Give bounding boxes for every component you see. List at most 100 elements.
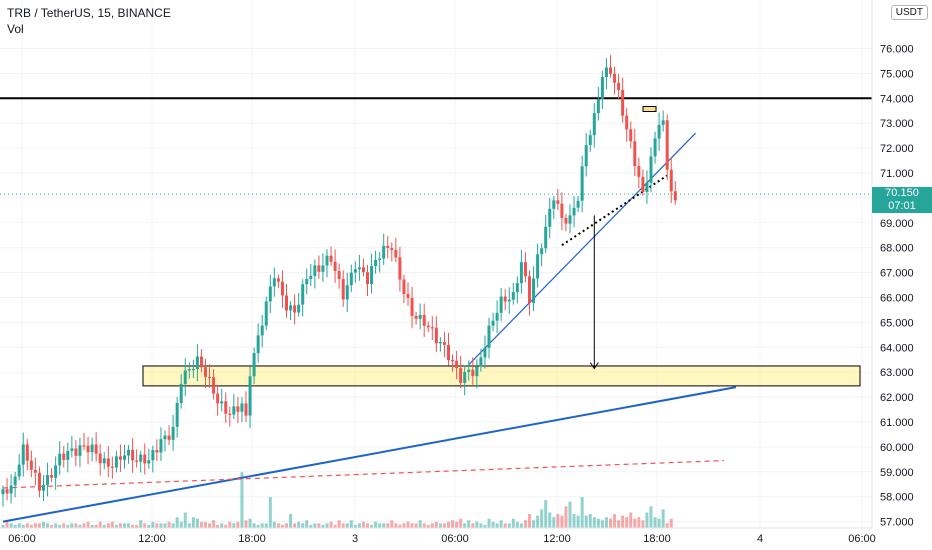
candle-body (325, 255, 329, 266)
price-tick-label: 58.000 (880, 492, 914, 504)
volume-bar (285, 523, 288, 528)
candle-body (301, 284, 305, 305)
volume-bar (13, 524, 17, 528)
volume-bar (46, 523, 50, 528)
candle-body (536, 254, 540, 279)
volume-bar (163, 523, 167, 528)
candle-body (378, 258, 382, 260)
volume-bar (167, 521, 171, 528)
candle-body (102, 458, 106, 464)
volume-bar (552, 517, 556, 528)
volume-bar (293, 523, 297, 528)
candle-body (467, 369, 471, 372)
candle-body (1, 489, 5, 495)
time-axis[interactable]: 06:00 12:00 18:00 3 06:00 12:00 18:00 4 06:00 (0, 527, 932, 550)
time-tick-label: 3 (352, 533, 358, 545)
price-axis[interactable]: 57.000 58.000 59.000 60.000 61.000 62.000 63.0… (871, 0, 932, 550)
price-tick-label: 68.000 (880, 243, 914, 255)
volume-bar (621, 515, 625, 528)
price-tick-label: 62.000 (880, 392, 914, 404)
candle-body (430, 327, 434, 329)
candle-body (58, 453, 62, 466)
candle-body (135, 460, 139, 462)
candle-body (568, 215, 572, 224)
time-tick-label: 12:00 (138, 533, 166, 545)
volume-bar (268, 497, 272, 528)
price-tick-label: 60.000 (880, 442, 914, 454)
volume-bar (406, 521, 410, 528)
candle-body (236, 406, 240, 412)
volume-bar (426, 524, 430, 528)
candle-body (374, 259, 378, 267)
volume-bar (29, 524, 33, 528)
candle-body (309, 275, 313, 279)
price-tick-label: 66.000 (880, 293, 914, 305)
candle-body (317, 265, 321, 272)
volume-bar (483, 524, 487, 528)
volume-bar (471, 523, 475, 528)
volume-bars (1, 472, 673, 528)
volume-bar (135, 524, 139, 528)
volume-bar (361, 521, 365, 528)
candle-body (25, 444, 29, 461)
last-price-tag: 70.150 07:01 (872, 187, 932, 213)
volume-bar (127, 523, 131, 528)
volume-indicator-label: Vol (7, 22, 24, 36)
volume-bar (374, 521, 378, 528)
volume-bar (511, 518, 515, 528)
candle-body (649, 156, 653, 183)
candle-body (495, 312, 499, 321)
volume-bar (637, 517, 641, 528)
candle-body (434, 327, 438, 344)
symbol-title: TRB / TetherUS, 15, BINANCE (7, 6, 171, 20)
candle-body (483, 347, 487, 358)
volume-bar (248, 518, 252, 528)
candle-body (341, 279, 345, 300)
currency-button[interactable]: USDT (890, 5, 928, 20)
candle-body (212, 377, 216, 394)
volume-bar (576, 515, 580, 528)
volume-bar (187, 523, 191, 528)
volume-bar (366, 523, 369, 528)
volume-bar (548, 512, 552, 528)
candle-body (503, 296, 507, 302)
candle-body (621, 89, 625, 116)
price-tick-label: 75.000 (880, 68, 914, 80)
price-tick-label: 61.000 (880, 417, 914, 429)
volume-bar (313, 523, 317, 528)
candle-body (228, 413, 232, 415)
volume-bar (62, 523, 66, 528)
time-tick-label: 06:00 (8, 533, 36, 545)
drawing-lines[interactable] (0, 97, 872, 523)
volume-bar (394, 523, 398, 528)
volume-bar (86, 521, 90, 528)
candle-body (37, 472, 41, 491)
volume-bar (301, 523, 305, 528)
candle-body (127, 449, 131, 456)
candle-body (276, 278, 280, 282)
candles (1, 55, 677, 507)
price-tick-label: 69.000 (880, 218, 914, 230)
trend-line (561, 174, 668, 247)
candle-body (641, 176, 645, 192)
volume-bar (297, 521, 301, 528)
volume-bar (260, 523, 264, 528)
time-tick-label: 18:00 (238, 533, 266, 545)
candle-body (637, 166, 641, 177)
volume-bar (544, 500, 548, 528)
price-tick-label: 73.000 (880, 118, 914, 130)
volume-bar (345, 523, 349, 528)
volume-bar (66, 524, 70, 528)
candle-body (244, 403, 248, 416)
support-zone[interactable] (142, 365, 861, 387)
candle-body (13, 476, 17, 486)
candle-body (90, 444, 94, 453)
candle-body (21, 444, 25, 465)
volume-bar (592, 517, 596, 528)
volume-bar (256, 524, 260, 528)
candle-body (151, 450, 155, 461)
volume-bar (588, 514, 592, 528)
candle-body (82, 445, 86, 447)
candle-body (268, 286, 272, 302)
